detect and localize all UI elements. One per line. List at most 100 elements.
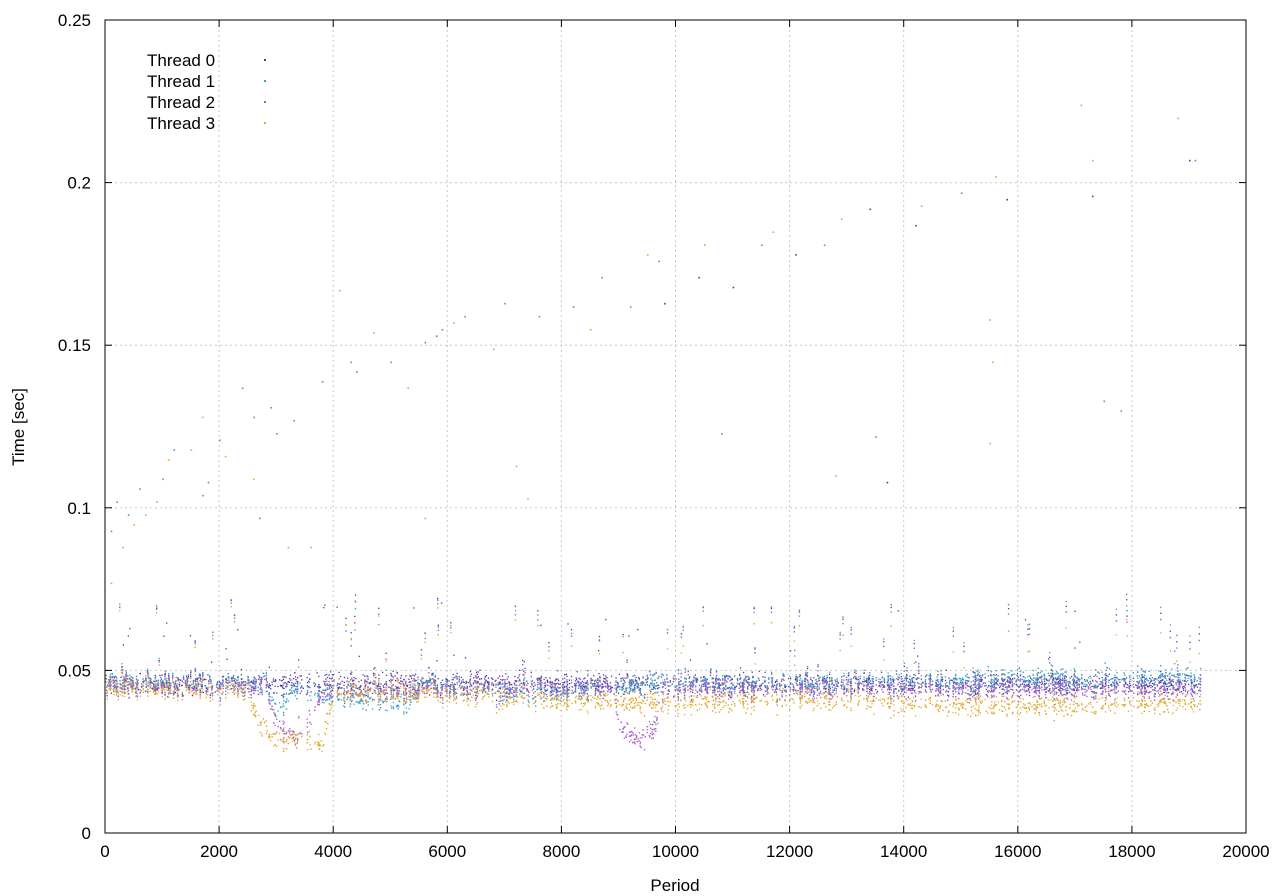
- data-point: [622, 685, 624, 687]
- data-point: [1083, 679, 1086, 681]
- data-point: [913, 686, 916, 688]
- data-point: [1027, 684, 1030, 686]
- data-point: [1140, 678, 1143, 680]
- data-point: [968, 694, 970, 696]
- data-point: [1200, 667, 1202, 670]
- data-point: [1137, 681, 1139, 683]
- data-point: [1050, 669, 1053, 671]
- data-point: [474, 686, 476, 688]
- data-point: [114, 675, 116, 677]
- data-point: [472, 683, 474, 685]
- data-point: [574, 683, 576, 685]
- data-point: [739, 678, 742, 680]
- data-point: [1010, 681, 1012, 684]
- data-point: [392, 707, 395, 710]
- data-point: [373, 683, 375, 686]
- data-point: [930, 678, 932, 680]
- data-point: [1053, 684, 1055, 686]
- data-point: [862, 689, 864, 691]
- data-point: [770, 671, 773, 674]
- data-point: [427, 685, 429, 687]
- data-point: [631, 684, 633, 686]
- data-point: [816, 683, 818, 685]
- data-point: [326, 673, 328, 676]
- data-point: [903, 679, 905, 681]
- data-point: [155, 676, 157, 678]
- data-point: [352, 679, 354, 681]
- data-point: [1098, 672, 1100, 674]
- data-point: [1001, 673, 1003, 675]
- data-point: [1009, 676, 1011, 678]
- data-point: [204, 685, 206, 687]
- data-point: [593, 675, 595, 677]
- data-point: [1154, 689, 1156, 692]
- data-point: [1016, 685, 1019, 687]
- data-point: [584, 685, 586, 687]
- data-point: [539, 683, 542, 685]
- data-point: [248, 679, 250, 681]
- data-point: [551, 697, 553, 699]
- data-point: [626, 673, 628, 675]
- data-point: [1114, 680, 1116, 682]
- data-point: [456, 681, 458, 683]
- data-point: [454, 683, 456, 686]
- data-point: [716, 678, 719, 680]
- data-point: [1162, 682, 1165, 684]
- data-point: [1087, 682, 1090, 684]
- data-point: [697, 679, 699, 681]
- data-point: [590, 687, 592, 689]
- data-point: [1182, 687, 1184, 690]
- data-point: [537, 679, 539, 681]
- data-point: [629, 680, 632, 682]
- data-point: [718, 687, 720, 689]
- data-point: [479, 678, 481, 680]
- data-point: [823, 675, 826, 677]
- data-point: [522, 669, 524, 671]
- data-point: [1072, 679, 1074, 681]
- data-point: [115, 687, 118, 689]
- data-point: [1137, 685, 1139, 687]
- data-point: [974, 693, 977, 695]
- data-point: [465, 680, 467, 683]
- data-point: [1169, 624, 1171, 626]
- data-point: [739, 686, 742, 688]
- data-point: [942, 678, 944, 681]
- data-point: [1064, 675, 1066, 677]
- data-point: [127, 688, 129, 690]
- data-point: [745, 675, 747, 677]
- data-point: [843, 689, 845, 691]
- data-point: [1017, 676, 1020, 678]
- data-point: [857, 676, 860, 678]
- data-point: [870, 686, 873, 688]
- data-point: [318, 696, 320, 698]
- data-point: [121, 668, 123, 670]
- data-point: [809, 685, 811, 687]
- data-point: [996, 680, 999, 682]
- data-point: [331, 697, 333, 699]
- data-point: [577, 680, 579, 682]
- data-point: [380, 699, 382, 702]
- data-point: [424, 681, 426, 684]
- data-point: [585, 689, 588, 691]
- data-point: [1002, 685, 1004, 688]
- data-point: [717, 678, 720, 680]
- data-point: [590, 682, 592, 684]
- outlier-point: [732, 286, 735, 289]
- data-point: [678, 683, 680, 686]
- data-point: [370, 681, 372, 683]
- data-point: [1001, 674, 1003, 676]
- data-point: [1057, 672, 1059, 674]
- data-point: [137, 682, 139, 684]
- data-point: [1196, 680, 1198, 682]
- data-point: [695, 677, 697, 680]
- data-point: [367, 689, 369, 691]
- data-point: [405, 692, 408, 695]
- data-point: [1154, 687, 1156, 689]
- data-point: [129, 683, 131, 685]
- data-point: [792, 686, 795, 688]
- data-point: [391, 675, 393, 677]
- data-point: [125, 670, 127, 672]
- data-point: [292, 677, 294, 680]
- data-point: [193, 685, 196, 687]
- data-point: [523, 684, 526, 686]
